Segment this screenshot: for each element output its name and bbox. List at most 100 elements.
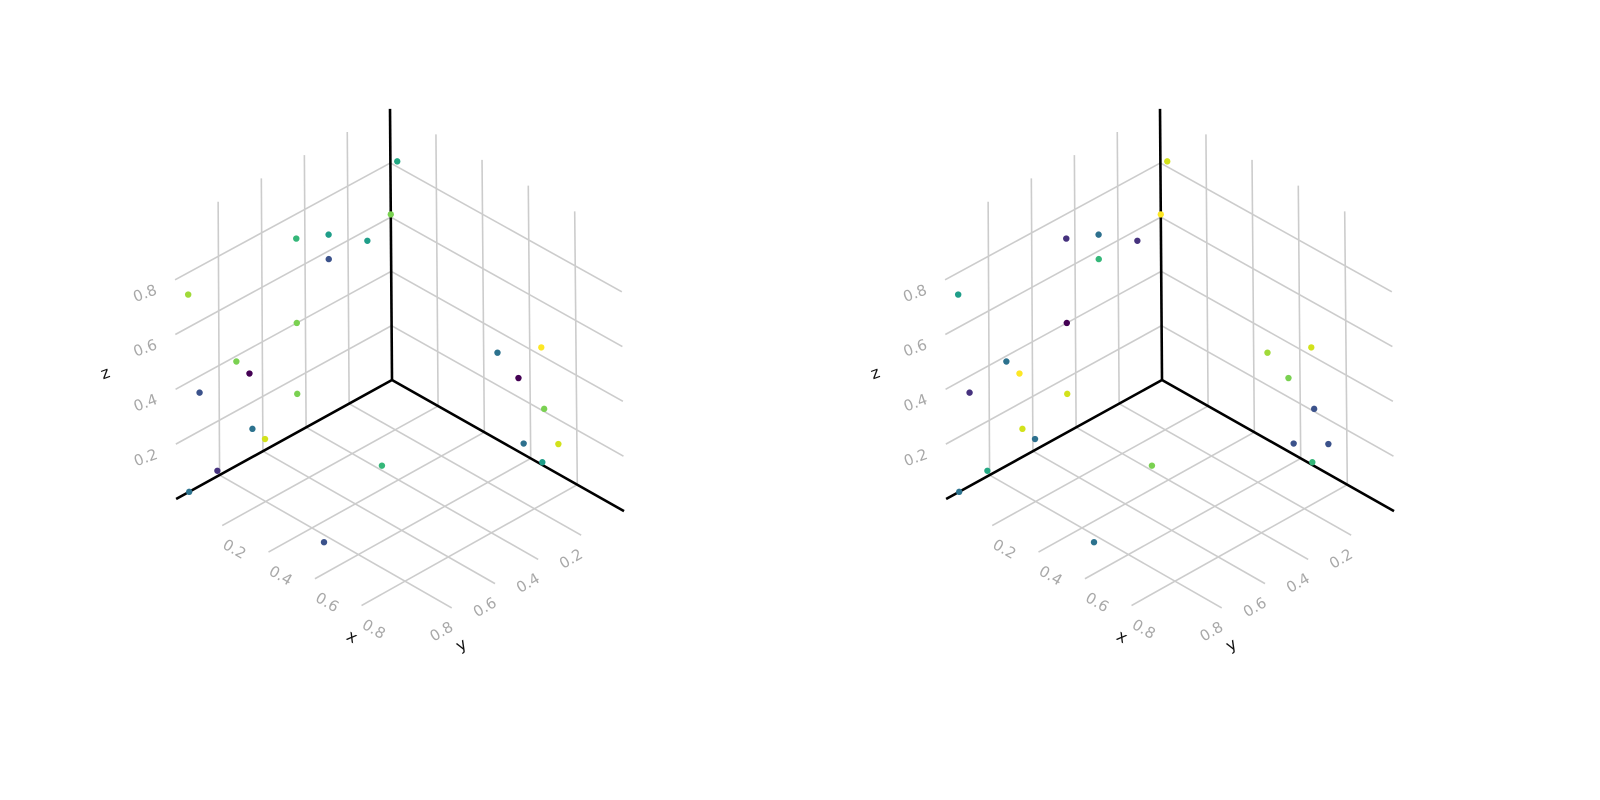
grid-line xyxy=(1030,178,1034,452)
grid-line xyxy=(1160,270,1394,403)
grid-line xyxy=(260,178,264,452)
grid-line xyxy=(991,405,1209,527)
x-tick-label: 0.6 xyxy=(1082,589,1112,617)
data-point xyxy=(954,291,962,298)
y-tick-label: 0.8 xyxy=(1197,618,1227,646)
grid-line xyxy=(390,162,623,293)
grid-line xyxy=(1205,134,1209,407)
scatter3d-panel-left: 0.2 0.20.20.4 0.40.40.6 0.60.60.8 0.80.8x yz xyxy=(98,108,625,655)
y-axis-line xyxy=(945,378,1163,501)
grid-line xyxy=(944,216,1162,336)
grid-line xyxy=(390,216,623,348)
grid-line xyxy=(435,134,439,407)
grid-line xyxy=(989,474,1223,609)
grid-line xyxy=(1118,402,1352,536)
x-axis-line xyxy=(391,378,625,513)
data-point xyxy=(378,462,386,469)
grid-line xyxy=(174,162,391,281)
data-point xyxy=(539,459,546,466)
data-point xyxy=(185,488,193,496)
data-point xyxy=(294,390,301,398)
data-point xyxy=(184,291,192,298)
grid-line xyxy=(174,216,392,336)
data-point xyxy=(1310,405,1318,413)
z-tick-label: 0.2 xyxy=(131,445,160,470)
x-axis-label: x xyxy=(1113,626,1131,647)
x-tick-label: 0.2 xyxy=(220,535,250,563)
data-point xyxy=(387,211,394,218)
x-tick-label: 0.6 xyxy=(312,589,342,617)
grid-line xyxy=(481,159,486,433)
y-axis-label: y xyxy=(1222,634,1240,655)
data-point xyxy=(364,237,371,244)
x-tick-label: 0.2 xyxy=(990,535,1020,563)
grid-line xyxy=(303,155,307,428)
z-tick-label: 0.6 xyxy=(901,335,930,360)
z-tick-label: 0.2 xyxy=(901,445,930,470)
grid-line xyxy=(1116,131,1120,404)
data-point xyxy=(1285,374,1292,382)
grid-line xyxy=(268,431,485,553)
data-point xyxy=(1309,459,1316,466)
z-tick-label: 0.6 xyxy=(131,335,160,360)
data-point xyxy=(320,538,328,546)
data-point xyxy=(246,370,253,377)
data-point xyxy=(325,231,332,238)
grid-line xyxy=(1084,457,1302,580)
grid-line xyxy=(1297,185,1302,459)
data-point xyxy=(196,389,203,396)
y-tick-label: 0.4 xyxy=(513,569,543,597)
grid-line xyxy=(219,474,453,609)
grid-line xyxy=(175,324,392,445)
data-point xyxy=(325,255,332,263)
data-point xyxy=(538,344,545,351)
grid-line xyxy=(175,270,392,390)
y-tick-label: 0.4 xyxy=(1283,569,1313,597)
grid-line xyxy=(944,162,1161,281)
grid-line xyxy=(390,270,624,403)
z-tick-label: 0.4 xyxy=(901,390,930,415)
grid-line xyxy=(221,405,439,527)
grid-line xyxy=(391,324,624,457)
data-point xyxy=(1064,390,1071,398)
y-tick-label: 0.8 xyxy=(427,618,457,646)
data-point xyxy=(1308,344,1315,351)
x-axis-label: x xyxy=(343,626,361,647)
z-tick-label: 0.8 xyxy=(901,281,930,306)
z-tick-label: 0.8 xyxy=(131,281,160,306)
y-axis-label: y xyxy=(452,634,470,655)
data-point xyxy=(555,440,562,448)
z-axis-label: z xyxy=(98,363,112,384)
grid-line xyxy=(1343,211,1349,485)
grid-line xyxy=(1131,484,1348,607)
grid-line xyxy=(217,201,221,476)
x-tick-label: 0.4 xyxy=(1036,562,1066,590)
y-axis-line xyxy=(175,378,393,501)
grid-line xyxy=(1160,216,1393,348)
data-point xyxy=(1264,349,1271,356)
grid-line xyxy=(945,324,1162,445)
data-point xyxy=(1290,440,1297,447)
data-point xyxy=(494,349,501,356)
data-point xyxy=(293,319,300,327)
data-point xyxy=(515,374,522,382)
data-point xyxy=(1095,231,1102,238)
grid-line xyxy=(1160,162,1393,293)
data-point xyxy=(955,488,963,496)
z-axis-label: z xyxy=(868,363,882,384)
data-point xyxy=(293,235,300,242)
scatter3d-panel-right: 0.2 0.20.20.4 0.40.40.6 0.60.60.8 0.80.8x yz xyxy=(868,108,1395,655)
grid-line xyxy=(262,450,496,585)
data-point xyxy=(520,440,527,447)
grid-line xyxy=(1161,324,1394,457)
data-point xyxy=(261,435,269,443)
grid-line xyxy=(987,201,991,476)
data-point xyxy=(966,389,973,396)
grid-line xyxy=(573,211,579,485)
z-tick-label: 0.4 xyxy=(131,390,160,415)
data-point xyxy=(1325,440,1332,448)
grid-line xyxy=(527,185,532,459)
data-point xyxy=(1090,538,1098,546)
x-tick-label: 0.8 xyxy=(1129,615,1159,643)
data-point xyxy=(233,358,240,365)
